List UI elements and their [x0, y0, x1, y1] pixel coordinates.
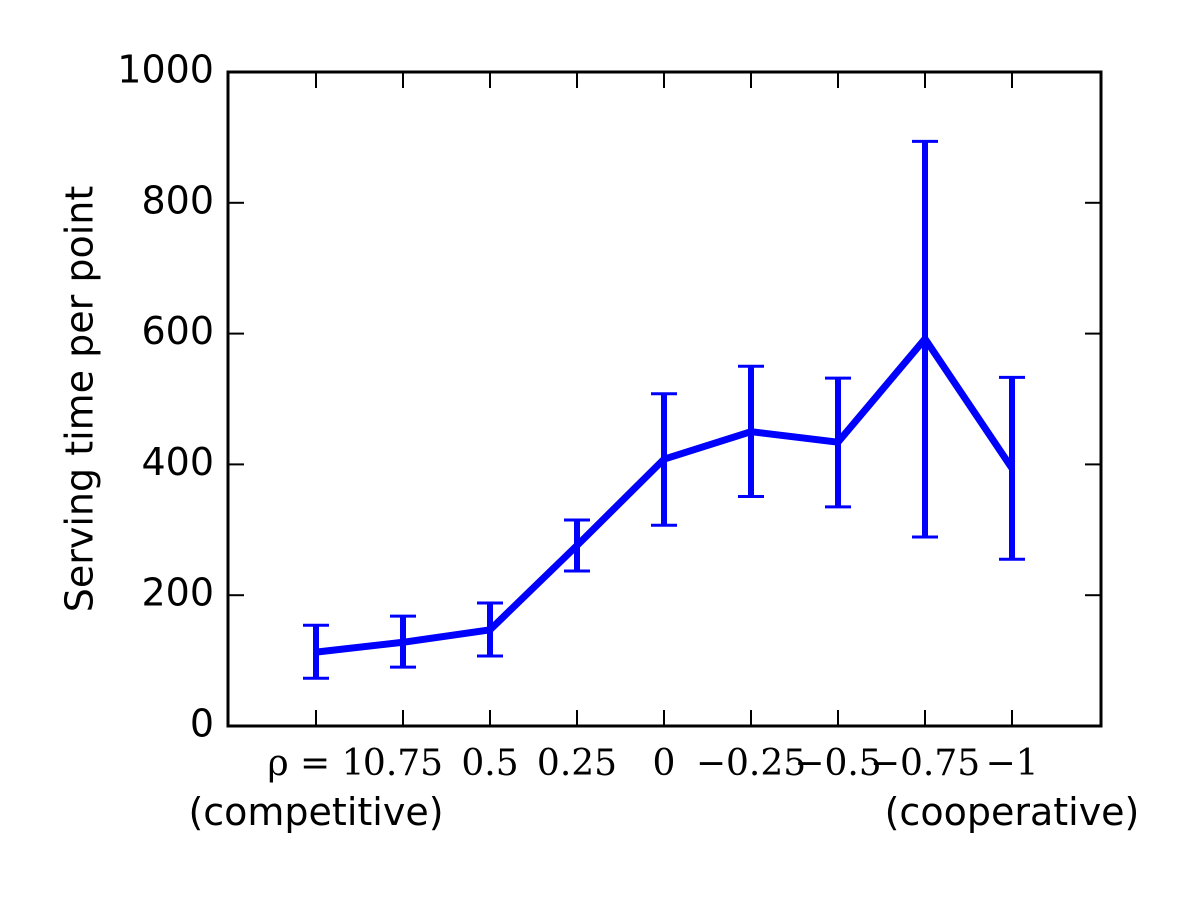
x-tick-label: ρ = 1	[267, 743, 364, 784]
x-tick-label: −0.5	[794, 743, 881, 784]
x-tick-label: 0	[653, 743, 676, 784]
x-tick-label: −1	[985, 743, 1038, 784]
y-tick-label: 200	[141, 571, 214, 615]
x-tick-label: 0.25	[537, 743, 617, 784]
competitive-note: (competitive)	[188, 790, 443, 834]
y-tick-label: 0	[190, 702, 214, 746]
series-line	[315, 333, 1015, 656]
x-tick-label: 0.75	[363, 743, 443, 784]
x-tick-label: 0.5	[461, 743, 518, 784]
cooperative-note: (cooperative)	[885, 790, 1140, 834]
y-axis-label: Serving time per point	[58, 186, 102, 613]
y-tick-label: 600	[141, 309, 214, 353]
y-tick-label: 400	[141, 440, 214, 484]
y-tick-label: 800	[141, 178, 214, 222]
y-tick-label: 1000	[117, 48, 214, 92]
series-line-group	[315, 333, 1015, 656]
x-tick-label: −0.25	[696, 743, 806, 784]
error-bars	[303, 139, 1025, 680]
plot-frame	[226, 70, 1103, 728]
x-tick-label: −0.75	[870, 743, 980, 784]
